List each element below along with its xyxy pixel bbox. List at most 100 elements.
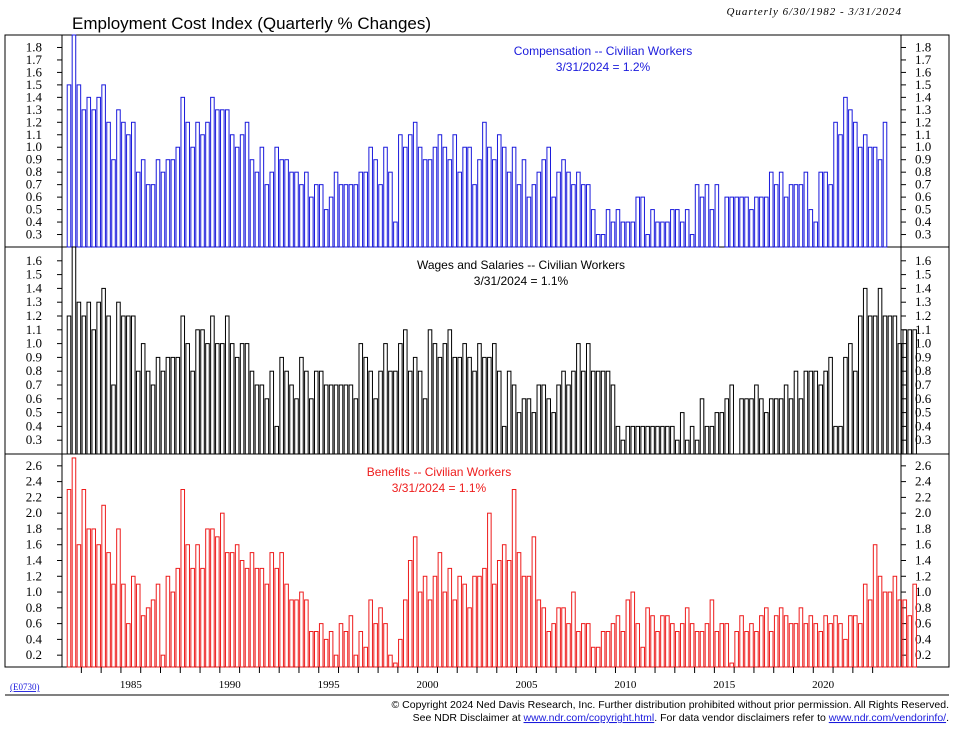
bar <box>299 591 304 668</box>
bar <box>912 329 917 455</box>
bar <box>605 631 611 668</box>
date-range-label: Quarterly 6/30/1982 - 3/31/2024 <box>726 6 902 18</box>
bar <box>511 146 517 248</box>
bar <box>689 234 695 248</box>
series-latest-value: 3/31/2024 = 1.1% <box>474 274 569 288</box>
bar <box>887 315 893 455</box>
bar <box>768 631 774 668</box>
bar <box>427 599 433 668</box>
y-tick-label-right: 1.0 <box>915 139 931 154</box>
bar <box>531 184 537 248</box>
chart-code-link[interactable]: (E0730) <box>10 682 40 692</box>
bar <box>417 591 423 668</box>
bar <box>675 439 680 455</box>
bar <box>318 623 324 668</box>
bar <box>487 146 492 248</box>
bar <box>220 343 225 455</box>
bar <box>610 623 616 668</box>
bar <box>556 607 561 668</box>
bar <box>882 315 888 455</box>
bar <box>546 398 551 455</box>
bar <box>853 615 858 668</box>
bar <box>699 398 705 455</box>
series-annotation: Compensation -- Civilian Workers <box>514 44 693 58</box>
bar <box>556 171 561 248</box>
bar <box>244 567 250 668</box>
bar <box>551 196 556 248</box>
bar <box>526 398 532 455</box>
series-annotation: Wages and Salaries -- Civilian Workers <box>417 258 625 272</box>
bar <box>289 384 294 455</box>
bar <box>373 398 378 455</box>
bar <box>576 171 581 248</box>
y-tick-label-left: 2.0 <box>26 505 42 520</box>
bar <box>764 412 769 455</box>
bar <box>328 631 334 668</box>
y-tick-label-right: 0.6 <box>915 189 932 204</box>
bar <box>907 329 913 455</box>
bar <box>655 631 660 668</box>
y-tick-label-right: 1.0 <box>915 584 931 599</box>
wages-panel: 0.3 0.30.4 0.40.5 0.50.6 0.60.7 0.70.8 0.80.9 0… <box>26 246 932 455</box>
bar <box>393 662 398 668</box>
vendorinfo-link[interactable]: www.ndr.com/vendorinfo/ <box>828 712 946 724</box>
bar <box>195 544 200 668</box>
bar <box>457 171 462 248</box>
bar <box>482 356 487 455</box>
bar <box>714 412 720 455</box>
y-tick-label-left: 1.0 <box>26 139 42 154</box>
y-tick-label-right: 0.4 <box>915 214 932 229</box>
copyright-link[interactable]: www.ndr.com/copyright.html <box>523 712 655 724</box>
bar <box>180 96 186 248</box>
bar <box>729 384 734 455</box>
y-tick-label-right: 1.8 <box>915 39 931 54</box>
bar <box>383 623 388 668</box>
bar <box>427 159 433 248</box>
bar <box>640 425 645 455</box>
bar <box>427 329 433 455</box>
y-tick-label-left: 2.6 <box>26 458 43 473</box>
bar <box>848 615 853 668</box>
bar <box>86 528 92 668</box>
bar <box>338 384 344 455</box>
bar <box>645 607 650 668</box>
bar <box>595 234 601 248</box>
x-tick-label: 2005 <box>515 679 538 691</box>
bar <box>739 398 744 455</box>
bar <box>239 134 245 248</box>
bar <box>101 287 106 455</box>
bar <box>299 356 304 455</box>
y-tick-label-right: 1.6 <box>915 253 932 268</box>
bar <box>541 384 547 455</box>
bar <box>150 384 156 455</box>
y-tick-label-left: 1.6 <box>26 253 43 268</box>
bar <box>422 575 428 668</box>
bar <box>467 146 472 248</box>
bar <box>447 329 453 455</box>
bar <box>704 425 710 455</box>
bar <box>304 370 309 455</box>
bar <box>838 425 843 455</box>
bar <box>200 329 205 455</box>
y-tick-label-left: 1.1 <box>26 127 42 142</box>
bar <box>378 607 383 668</box>
bar <box>318 184 324 248</box>
bar <box>126 623 131 668</box>
bar <box>407 134 413 248</box>
bar <box>857 623 863 668</box>
y-tick-label-left: 1.4 <box>26 280 43 295</box>
bar <box>145 607 151 668</box>
bar <box>66 489 72 668</box>
bar <box>719 623 725 668</box>
y-tick-label-right: 1.6 <box>915 537 932 552</box>
bar <box>131 121 136 248</box>
y-tick-label-right: 1.1 <box>915 127 931 142</box>
bar <box>585 623 591 668</box>
bar <box>872 315 878 455</box>
bar <box>699 631 705 668</box>
bar <box>857 315 863 455</box>
y-tick-label-right: 0.7 <box>915 377 932 392</box>
y-tick-label-left: 1.5 <box>26 267 42 282</box>
y-tick-label-right: 0.3 <box>915 227 931 242</box>
bar <box>833 425 838 455</box>
